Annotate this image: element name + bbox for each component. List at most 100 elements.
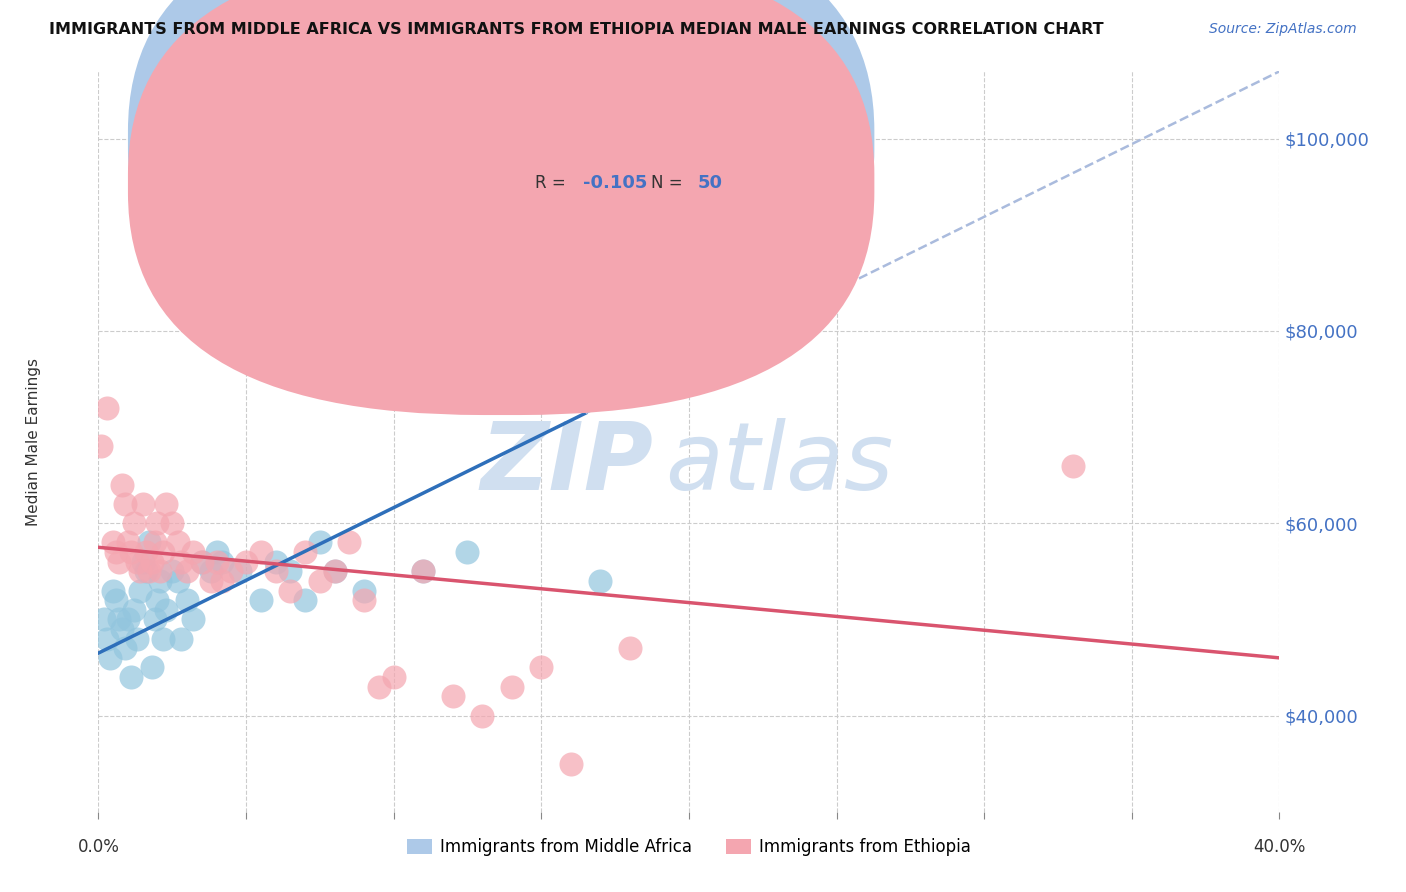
Text: 50: 50 [697, 175, 723, 193]
Point [280, 565, 302, 579]
Point [138, 535, 160, 549]
Point [149, 565, 172, 579]
Point [353, 583, 375, 598]
Point [323, 565, 346, 579]
Point [309, 574, 332, 588]
Point [117, 535, 139, 549]
Point [294, 545, 316, 559]
Point [235, 555, 257, 569]
Point [146, 516, 169, 531]
Point [125, 632, 148, 646]
Point [589, 574, 612, 588]
Point [167, 535, 190, 549]
Point [155, 497, 177, 511]
Text: 44: 44 [697, 131, 723, 149]
Point [155, 603, 177, 617]
Point [143, 612, 166, 626]
Point [105, 593, 128, 607]
Point [309, 535, 332, 549]
Point [368, 285, 391, 300]
Text: Median Male Earnings: Median Male Earnings [25, 358, 41, 525]
Point [117, 612, 139, 626]
Point [149, 574, 172, 588]
Point [294, 593, 316, 607]
FancyBboxPatch shape [453, 101, 783, 212]
Point [205, 555, 228, 569]
Point [128, 565, 150, 579]
Text: N =: N = [651, 175, 688, 193]
Point [108, 555, 131, 569]
Text: R =: R = [536, 175, 571, 193]
Point [368, 680, 391, 694]
Point [264, 565, 287, 579]
Text: R =: R = [536, 131, 571, 149]
Text: -0.105: -0.105 [582, 175, 647, 193]
Point [141, 660, 163, 674]
Point [181, 612, 204, 626]
Point [128, 583, 150, 598]
Point [280, 583, 302, 598]
Point [382, 276, 405, 290]
Text: atlas: atlas [665, 418, 894, 509]
Point [229, 565, 252, 579]
Text: 0.0%: 0.0% [77, 838, 120, 855]
Point [471, 708, 494, 723]
Text: 40.0%: 40.0% [1253, 838, 1306, 855]
Point [250, 545, 273, 559]
Point [412, 565, 434, 579]
Point [125, 555, 148, 569]
Point [96, 401, 118, 415]
Point [93, 612, 115, 626]
Text: N =: N = [651, 131, 688, 149]
Point [412, 565, 434, 579]
Point [122, 603, 145, 617]
Point [120, 545, 142, 559]
Point [211, 574, 233, 588]
Point [105, 545, 128, 559]
Point [457, 545, 479, 559]
Point [200, 574, 222, 588]
Point [152, 545, 174, 559]
Point [111, 622, 134, 636]
Point [501, 680, 523, 694]
Point [170, 555, 193, 569]
Point [162, 565, 183, 579]
Point [176, 593, 198, 607]
Point [146, 593, 169, 607]
Point [114, 641, 136, 656]
Point [200, 565, 222, 579]
Point [103, 535, 125, 549]
Point [90, 439, 112, 453]
Point [122, 516, 145, 531]
Legend: Immigrants from Middle Africa, Immigrants from Ethiopia: Immigrants from Middle Africa, Immigrant… [401, 831, 977, 863]
Text: Source: ZipAtlas.com: Source: ZipAtlas.com [1209, 22, 1357, 37]
Point [353, 593, 375, 607]
Point [211, 555, 233, 569]
Point [96, 632, 118, 646]
Point [135, 545, 157, 559]
Text: ZIP: ZIP [481, 417, 654, 509]
Point [141, 555, 163, 569]
Text: 0.350: 0.350 [582, 131, 640, 149]
Point [250, 593, 273, 607]
Point [111, 478, 134, 492]
Point [170, 632, 193, 646]
Point [176, 565, 198, 579]
Point [441, 690, 464, 704]
Point [221, 565, 243, 579]
Point [560, 756, 582, 771]
Point [108, 612, 131, 626]
Point [152, 632, 174, 646]
FancyBboxPatch shape [128, 0, 875, 415]
Point [114, 497, 136, 511]
Point [181, 545, 204, 559]
Point [135, 565, 157, 579]
Point [205, 545, 228, 559]
Point [191, 555, 214, 569]
Point [167, 574, 190, 588]
Point [103, 583, 125, 598]
Point [98, 651, 121, 665]
Point [382, 670, 405, 684]
Point [530, 660, 553, 674]
Point [264, 555, 287, 569]
